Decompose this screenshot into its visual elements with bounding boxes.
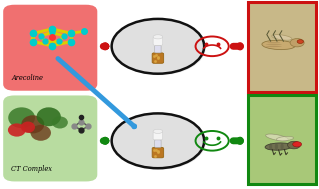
Ellipse shape (266, 44, 282, 45)
Ellipse shape (31, 125, 51, 141)
Ellipse shape (37, 107, 61, 126)
FancyBboxPatch shape (248, 94, 316, 184)
Circle shape (293, 142, 301, 147)
FancyBboxPatch shape (3, 5, 97, 91)
Ellipse shape (265, 143, 292, 150)
Circle shape (112, 113, 204, 168)
FancyBboxPatch shape (152, 53, 164, 63)
FancyBboxPatch shape (153, 37, 163, 45)
Text: Arecoline: Arecoline (11, 74, 43, 82)
Ellipse shape (21, 115, 44, 133)
Circle shape (290, 39, 304, 47)
Ellipse shape (52, 116, 68, 129)
Circle shape (287, 141, 300, 149)
Ellipse shape (8, 107, 35, 128)
Ellipse shape (8, 123, 26, 137)
Circle shape (113, 20, 206, 75)
Ellipse shape (21, 122, 35, 133)
Ellipse shape (153, 129, 163, 133)
FancyBboxPatch shape (3, 95, 97, 181)
FancyBboxPatch shape (155, 140, 161, 147)
Text: CT Complex: CT Complex (11, 165, 52, 173)
Ellipse shape (267, 42, 280, 43)
FancyBboxPatch shape (152, 147, 164, 158)
Ellipse shape (262, 40, 295, 50)
Ellipse shape (276, 136, 294, 141)
Ellipse shape (153, 35, 163, 39)
FancyBboxPatch shape (155, 45, 161, 53)
Ellipse shape (275, 143, 278, 150)
FancyBboxPatch shape (153, 131, 163, 140)
Ellipse shape (272, 35, 292, 40)
Circle shape (113, 115, 206, 170)
Ellipse shape (266, 134, 288, 141)
Ellipse shape (269, 143, 272, 150)
Circle shape (112, 19, 204, 74)
Ellipse shape (280, 143, 284, 150)
Circle shape (297, 40, 303, 43)
FancyBboxPatch shape (248, 2, 316, 92)
Ellipse shape (266, 46, 282, 47)
